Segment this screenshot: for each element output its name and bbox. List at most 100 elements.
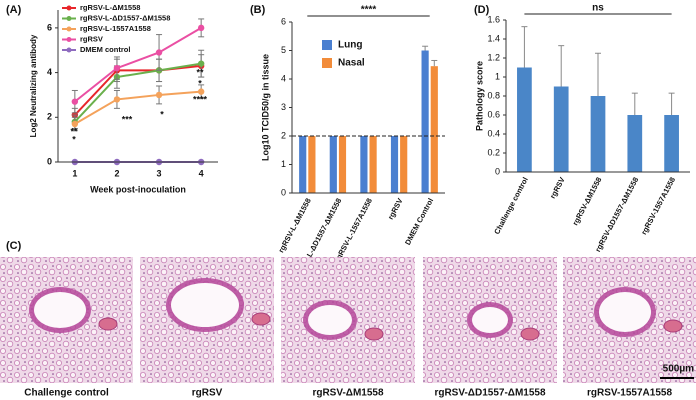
- panel-label: (C): [6, 240, 22, 252]
- legend-label: DMEM control: [80, 45, 130, 54]
- legend-marker: [66, 5, 72, 11]
- y-tick-label: 0: [281, 187, 286, 197]
- bar: [664, 115, 679, 172]
- y-tick-label: 1: [495, 71, 500, 81]
- panel-label: (D): [474, 4, 490, 16]
- point: [113, 96, 121, 103]
- legend-marker: [66, 16, 72, 21]
- point: [155, 49, 163, 56]
- bar: [517, 67, 532, 172]
- significance: *: [72, 134, 76, 144]
- x-tick-label: rgRSV: [386, 197, 405, 221]
- legend-marker: [66, 47, 72, 53]
- significance: ns: [592, 3, 604, 14]
- series-line: [74, 90, 202, 125]
- y-axis-label: Log2 Neutralizing antibody: [29, 34, 38, 137]
- bar: [369, 136, 377, 193]
- image-label: Challenge control: [24, 388, 109, 399]
- y-tick-label: 1: [281, 159, 286, 169]
- significance: ***: [122, 114, 133, 124]
- vessel: [663, 319, 683, 333]
- x-tick-label: Challenge control: [492, 176, 530, 236]
- x-axis-label: Week post-inoculation: [90, 184, 186, 194]
- bar: [430, 66, 438, 193]
- bar: [400, 136, 408, 193]
- significance: **: [196, 67, 204, 77]
- y-tick-label: 1.2: [487, 52, 500, 62]
- airway-lumen: [308, 305, 352, 335]
- x-tick-label: 3: [157, 168, 162, 178]
- y-axis-label: Log10 TCID50/g in tissue: [260, 54, 270, 161]
- vessel: [520, 327, 540, 341]
- significance: **: [70, 126, 78, 136]
- error-bar: [595, 52, 601, 96]
- legend-label: rgRSV-L-1557A1558: [80, 24, 151, 33]
- y-tick-label: 1.6: [487, 14, 500, 24]
- x-tick-label: rgRSV: [548, 176, 567, 200]
- y-axis-label: Pathology score: [474, 61, 484, 131]
- y-tick-label: 0.2: [487, 147, 500, 157]
- x-tick-label: rgRSV-1557A1558: [639, 176, 677, 237]
- point: [197, 60, 205, 67]
- image-label: rgRSV-ΔD1557-ΔM1558: [434, 388, 546, 399]
- y-tick-label: 4: [281, 73, 286, 83]
- y-tick-label: 2: [281, 130, 286, 140]
- y-tick-label: 0.6: [487, 109, 500, 119]
- error-bar: [422, 45, 429, 51]
- point: [155, 91, 163, 99]
- error-bar: [668, 92, 675, 115]
- y-tick-label: 6: [47, 22, 52, 32]
- image-label: rgRSV-ΔM1558: [312, 388, 384, 399]
- error-bar: [521, 26, 528, 68]
- x-tick-label: 4: [199, 168, 204, 178]
- image-label: rgRSV-1557A1558: [587, 388, 672, 399]
- bar: [390, 136, 399, 193]
- panel-label: (A): [6, 4, 22, 16]
- bar: [338, 136, 347, 193]
- y-tick-label: 0: [495, 166, 500, 176]
- series-line: [74, 64, 202, 116]
- point: [113, 64, 121, 72]
- bar: [590, 96, 606, 172]
- bar: [299, 136, 307, 193]
- point: [71, 98, 79, 105]
- y-tick-label: 1.4: [487, 33, 500, 43]
- error-bar: [431, 59, 438, 67]
- bar: [308, 136, 316, 193]
- bar: [553, 86, 569, 172]
- airway-lumen: [171, 283, 239, 327]
- bar: [329, 136, 337, 193]
- y-tick-label: 2: [47, 112, 52, 122]
- point: [197, 24, 205, 32]
- significance: *: [160, 109, 164, 119]
- x-tick-label: DMEM Control: [403, 197, 435, 247]
- bar: [421, 50, 429, 193]
- y-tick-label: 6: [281, 16, 286, 26]
- x-tick-label: rgRSV-L-ΔM1558: [277, 197, 313, 255]
- significance: ****: [361, 5, 377, 16]
- significance: ****: [193, 94, 208, 104]
- legend-label: rgRSV: [80, 34, 103, 43]
- significance: *: [198, 78, 202, 88]
- y-tick-label: 0.8: [487, 90, 500, 100]
- x-tick-label: rgRSV-ΔM1558: [571, 176, 604, 227]
- bar: [360, 136, 368, 193]
- vessel: [251, 312, 271, 326]
- legend-swatch: [322, 58, 332, 68]
- legend-label: Nasal: [338, 58, 365, 69]
- y-tick-label: 5: [281, 45, 286, 55]
- legend-label: Lung: [338, 40, 362, 51]
- x-tick-label: rgRSV-ΔD1557-ΔM1558: [593, 176, 640, 254]
- error-bar: [631, 92, 638, 115]
- y-tick-label: 0.4: [487, 128, 500, 138]
- y-tick-label: 4: [47, 67, 52, 77]
- y-tick-label: 0: [47, 156, 52, 166]
- error-bar: [558, 45, 565, 87]
- airway-lumen: [472, 307, 508, 333]
- legend-marker: [66, 26, 72, 32]
- legend-swatch: [322, 40, 332, 50]
- scale-bar-label: 500µm: [663, 364, 694, 375]
- panel-label: (B): [250, 4, 266, 16]
- point: [71, 120, 79, 128]
